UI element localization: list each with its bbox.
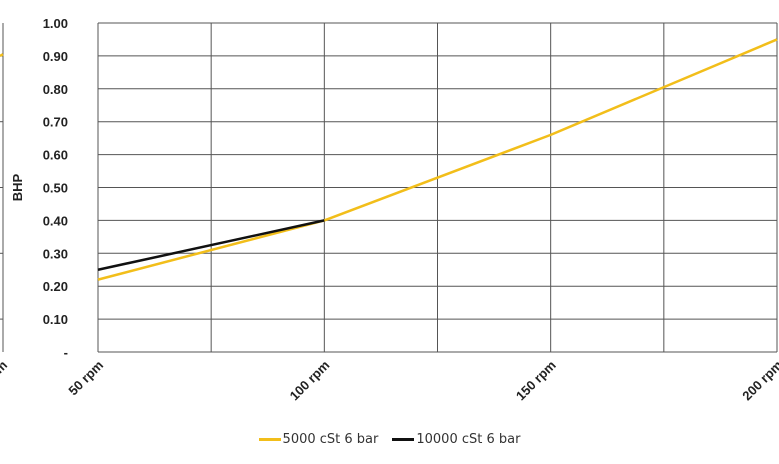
- left-partial-panel: rpm: [0, 23, 10, 385]
- y-tick-label: 0.70: [43, 115, 68, 130]
- x-tick-label: 50 rpm: [65, 358, 106, 399]
- legend-swatch: [392, 438, 415, 441]
- series-line: [97, 219, 325, 271]
- y-tick-label: 0.30: [43, 246, 68, 261]
- legend: 5000 cSt 6 bar 10000 cSt 6 bar: [0, 432, 779, 447]
- chart-svg: rpm - 0.10 0.20 0.30 0.40 0.50 0.60 0.70 0.80 0.9…: [0, 16, 779, 404]
- y-tick-label: 0.80: [43, 82, 68, 97]
- series-line: [97, 38, 778, 281]
- x-axis-ticks: 50 rpm 100 rpm 150 rpm 200 rpm: [65, 358, 779, 404]
- y-tick-label: 1.00: [43, 16, 68, 31]
- legend-item: 10000 cSt 6 bar: [392, 432, 520, 447]
- legend-swatch: [258, 438, 281, 441]
- y-tick-label: -: [64, 345, 68, 360]
- y-tick-label: 0.10: [43, 312, 68, 327]
- legend-label: 10000 cSt 6 bar: [416, 432, 521, 447]
- x-tick-label: 150 rpm: [513, 358, 559, 404]
- x-tick-label: 100 rpm: [287, 358, 333, 404]
- legend-label: 5000 cSt 6 bar: [282, 432, 379, 447]
- y-axis-ticks: - 0.10 0.20 0.30 0.40 0.50 0.60 0.70 0.80 0.90 1.0…: [43, 16, 68, 360]
- x-tick-label: 200 rpm: [739, 358, 779, 404]
- gridlines: [97, 22, 778, 353]
- left-partial-x-label: rpm: [0, 358, 10, 386]
- legend-item: 5000 cSt 6 bar: [258, 432, 379, 447]
- y-axis-title: BHP: [10, 173, 25, 201]
- y-tick-label: 0.90: [43, 49, 68, 64]
- series-lines: [97, 38, 778, 281]
- y-tick-label: 0.50: [43, 181, 68, 196]
- left-partial-series: [0, 53, 4, 57]
- y-tick-label: 0.20: [43, 279, 68, 294]
- y-tick-label: 0.60: [43, 148, 68, 163]
- y-tick-label: 0.40: [43, 213, 68, 228]
